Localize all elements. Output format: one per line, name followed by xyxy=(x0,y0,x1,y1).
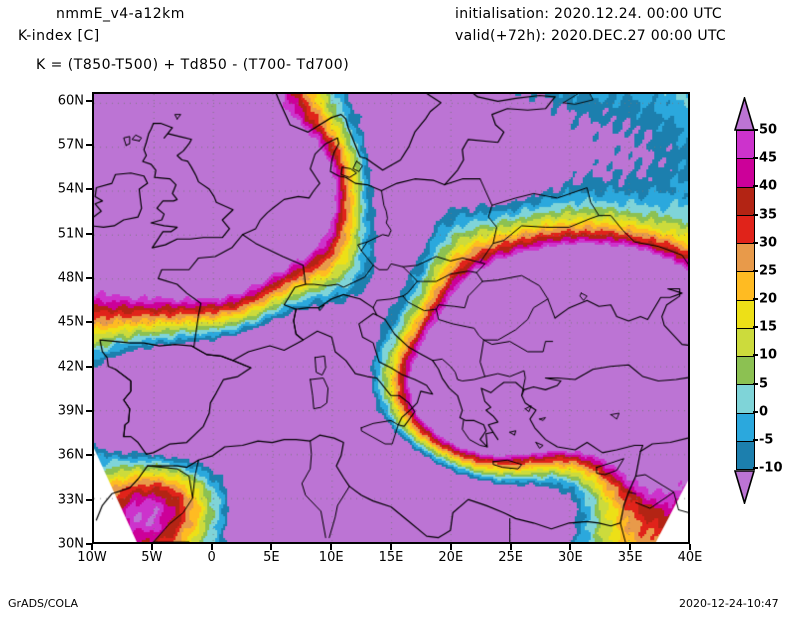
generation-timestamp-label: 2020-12-24-10:47 xyxy=(679,597,779,610)
x-axis-tick-label: 5E xyxy=(263,550,280,565)
x-axis-tick-mark xyxy=(569,544,572,550)
colorbar-tick-mark xyxy=(753,326,758,329)
colorbar-band xyxy=(737,271,754,300)
y-axis-tick-mark xyxy=(86,232,92,235)
y-axis-tick-label: 57N xyxy=(57,137,84,153)
valid-time-label: valid(+72h): 2020.DEC.27 00:00 UTC xyxy=(455,28,726,44)
y-axis-tick-mark xyxy=(86,188,92,191)
x-axis-tick-mark xyxy=(270,544,273,550)
colorbar-tick-mark xyxy=(753,410,758,413)
colorbar-band xyxy=(737,356,754,385)
formula-label: K = (T850-T500) + Td850 - (T700- Td700) xyxy=(36,57,350,73)
colorbar-tick-mark xyxy=(753,129,758,131)
colorbar-tick-mark xyxy=(753,438,758,441)
colorbar-tick-label: 35 xyxy=(759,207,778,222)
source-attribution-label: GrADS/COLA xyxy=(8,597,78,610)
colorbar-band xyxy=(737,384,754,413)
y-axis-tick-label: 60N xyxy=(57,93,84,109)
colorbar-over-arrow xyxy=(734,97,755,131)
x-axis-tick-label: 10W xyxy=(77,550,107,565)
colorbar-band xyxy=(737,243,754,272)
x-axis-tick-label: 35E xyxy=(617,550,643,565)
colorbar-tick-label: 20 xyxy=(759,291,778,307)
x-axis-tick-label: 0 xyxy=(207,550,216,565)
colorbar-tick-label: 15 xyxy=(759,319,778,335)
x-axis-tick-label: 40E xyxy=(677,550,703,565)
colorbar-tick-label: 40 xyxy=(759,178,778,194)
colorbar-tick-label: 5 xyxy=(759,376,769,391)
y-axis-tick-mark xyxy=(86,144,92,147)
colorbar-tick-label: -10 xyxy=(759,460,783,476)
y-axis-tick-label: 36N xyxy=(57,447,84,463)
colorbar-tick-mark xyxy=(753,241,758,244)
colorbar-tick-label: 30 xyxy=(759,235,778,251)
y-axis-tick-label: 48N xyxy=(57,270,84,286)
colorbar-band xyxy=(737,327,754,356)
x-axis-tick-mark xyxy=(91,544,93,550)
colorbar-tick-mark xyxy=(753,213,758,216)
colorbar-tick-mark xyxy=(753,382,758,385)
y-axis-tick-label: 45N xyxy=(57,314,84,330)
colorbar-tick-mark xyxy=(753,467,758,469)
x-axis-tick-mark xyxy=(689,544,691,550)
x-axis-tick-mark xyxy=(629,544,632,550)
field-name-label: K-index [C] xyxy=(18,28,100,44)
x-axis-tick-mark xyxy=(509,544,512,550)
x-axis-tick-mark xyxy=(210,544,213,550)
colorbar-under-arrow xyxy=(734,470,755,504)
colorbar-tick-mark xyxy=(753,157,758,160)
y-axis-tick-mark xyxy=(86,498,92,501)
colorbar-band xyxy=(737,412,754,441)
model-name-label: nmmE_v4-a12km xyxy=(56,6,185,22)
x-axis-tick-label: 25E xyxy=(498,550,523,565)
y-axis-tick-mark xyxy=(86,543,92,545)
x-axis-tick-label: 5W xyxy=(141,550,163,565)
y-axis-tick-label: 30N xyxy=(57,536,84,552)
colorbar-band xyxy=(737,131,754,159)
colorbar-band xyxy=(737,158,754,187)
x-axis-tick-mark xyxy=(150,544,153,550)
y-axis-tick-label: 42N xyxy=(57,359,84,375)
colorbar-tick-mark xyxy=(753,269,758,272)
colorbar-tick-label: 45 xyxy=(759,150,778,166)
y-axis-tick-label: 54N xyxy=(57,181,84,197)
colorbar-tick-label: -5 xyxy=(759,432,774,448)
colorbar-tick-label: 10 xyxy=(759,347,778,363)
x-axis-tick-label: 20E xyxy=(438,550,464,565)
colorbar-band xyxy=(737,214,754,243)
colorbar-tick-mark xyxy=(753,298,758,300)
colorbar-tick-label: 25 xyxy=(759,263,778,279)
x-axis-tick-mark xyxy=(390,544,392,550)
x-axis-tick-label: 15E xyxy=(378,550,404,565)
y-axis-tick-mark xyxy=(86,99,92,102)
colorbar-tick-label: 50 xyxy=(759,122,778,138)
x-axis-tick-mark xyxy=(330,544,333,550)
colorbar-band xyxy=(737,299,754,328)
y-axis-tick-mark xyxy=(86,365,92,368)
initialisation-time-label: initialisation: 2020.12.24. 00:00 UTC xyxy=(455,6,722,22)
k-index-heatmap-canvas xyxy=(94,94,688,542)
colorbar-tick-mark xyxy=(753,354,758,357)
colorbar-tick-label: 0 xyxy=(759,404,769,420)
y-axis-tick-mark xyxy=(86,277,92,280)
y-axis-tick-mark xyxy=(86,321,92,324)
x-axis-tick-label: 10E xyxy=(318,550,344,565)
x-axis-tick-mark xyxy=(449,544,452,550)
y-axis-tick-label: 39N xyxy=(57,403,84,419)
colorbar-band xyxy=(737,186,754,215)
map-plot-area xyxy=(92,92,690,544)
y-axis-tick-mark xyxy=(86,410,92,413)
colorbar-tick-mark xyxy=(753,185,758,188)
y-axis-tick-label: 51N xyxy=(57,226,84,242)
y-axis-tick-label: 33N xyxy=(57,492,84,508)
colorbar xyxy=(736,130,755,470)
y-axis-tick-mark xyxy=(86,454,92,457)
x-axis-tick-label: 30E xyxy=(558,550,583,565)
colorbar-band xyxy=(737,440,754,469)
